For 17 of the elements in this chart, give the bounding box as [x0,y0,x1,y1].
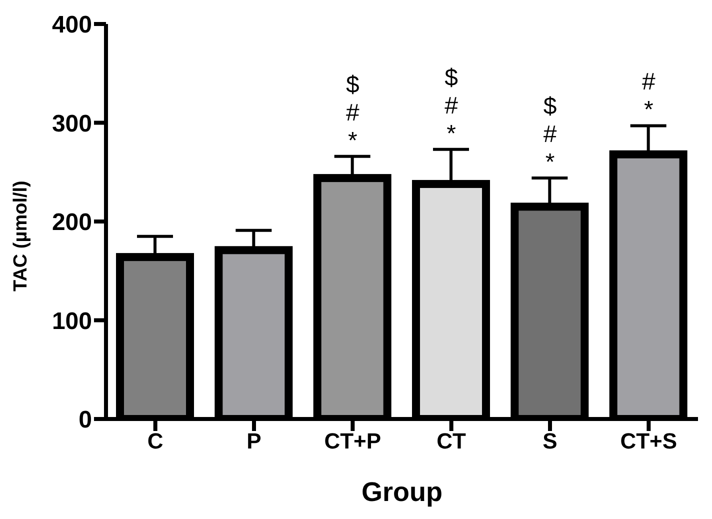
data-label: # * [642,68,656,124]
y-tick-label: 100 [52,308,92,335]
data-label: $ # * [346,71,360,154]
x-tick-label: C [147,428,164,454]
y-tick-label: 200 [52,209,92,236]
x-tick-label: S [542,428,558,454]
y-axis-title: TAC (µmol/l) [10,180,32,292]
x-axis-title: Group [362,477,442,507]
x-tick-label: CT+S [620,428,678,454]
y-tick-label: 400 [52,12,92,39]
x-tick-label: CT+P [324,428,382,454]
y-tick-label: 300 [52,110,92,138]
x-tick-label: CT [436,428,467,454]
x-tick-label: P [246,428,262,454]
data-label: $ # * [543,93,558,176]
y-tick-label: 0 [78,406,92,434]
data-label: $ # * [444,64,459,148]
